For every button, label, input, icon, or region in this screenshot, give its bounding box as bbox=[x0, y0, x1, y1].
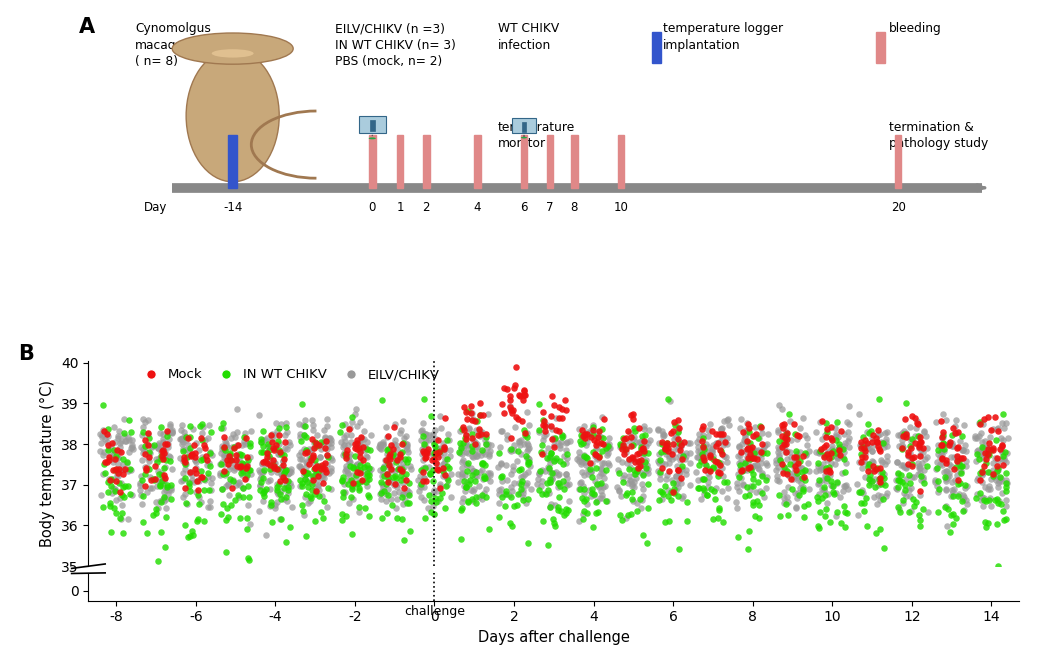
Point bbox=[154, 451, 171, 461]
Point bbox=[467, 439, 484, 449]
Point bbox=[222, 447, 238, 458]
Point bbox=[380, 473, 396, 484]
Point bbox=[549, 482, 566, 492]
Point bbox=[572, 478, 589, 488]
Point bbox=[457, 481, 473, 492]
Point bbox=[748, 487, 764, 498]
Point bbox=[277, 430, 293, 440]
Point bbox=[934, 433, 951, 444]
Point bbox=[471, 424, 488, 435]
Point bbox=[216, 459, 233, 469]
Point bbox=[179, 433, 196, 444]
Point bbox=[550, 478, 567, 488]
Point bbox=[174, 439, 190, 449]
Point bbox=[850, 510, 866, 520]
Point bbox=[358, 475, 374, 485]
Point bbox=[401, 461, 418, 471]
Point bbox=[319, 420, 336, 431]
Point bbox=[308, 466, 324, 477]
Point bbox=[466, 465, 483, 476]
Point bbox=[976, 444, 992, 455]
Point bbox=[240, 465, 257, 475]
Point bbox=[577, 494, 594, 504]
Point bbox=[558, 457, 575, 468]
Point bbox=[493, 457, 510, 468]
Point bbox=[239, 480, 256, 491]
Point bbox=[201, 484, 217, 495]
Point bbox=[432, 442, 448, 453]
Point bbox=[374, 482, 391, 492]
Point bbox=[935, 432, 952, 442]
Point bbox=[776, 439, 792, 449]
Point bbox=[731, 485, 748, 496]
Point bbox=[654, 431, 671, 442]
Point bbox=[889, 469, 906, 479]
Point bbox=[860, 440, 877, 451]
Point bbox=[675, 490, 692, 501]
Point bbox=[716, 451, 732, 462]
Point bbox=[297, 446, 314, 456]
Point bbox=[109, 459, 126, 469]
Point bbox=[180, 481, 197, 492]
Point bbox=[928, 464, 944, 475]
Point bbox=[988, 465, 1005, 475]
Point bbox=[839, 435, 856, 446]
Point bbox=[298, 447, 315, 457]
Point bbox=[675, 450, 692, 461]
Point bbox=[346, 409, 363, 420]
Point bbox=[598, 465, 615, 475]
Point bbox=[268, 440, 285, 450]
Point bbox=[467, 476, 484, 486]
Point bbox=[551, 442, 568, 453]
Point bbox=[699, 431, 716, 442]
Point bbox=[234, 467, 251, 477]
Point bbox=[751, 464, 768, 475]
Point bbox=[96, 426, 112, 436]
Point bbox=[213, 509, 230, 519]
Point bbox=[338, 453, 355, 463]
Point bbox=[387, 478, 404, 489]
Point bbox=[977, 481, 993, 492]
Point bbox=[134, 499, 151, 510]
Point bbox=[551, 426, 568, 436]
Point bbox=[347, 403, 364, 414]
Point bbox=[734, 446, 751, 457]
Point bbox=[889, 475, 906, 485]
Point bbox=[251, 409, 267, 420]
Point bbox=[538, 429, 554, 440]
Point bbox=[695, 430, 711, 440]
Point bbox=[974, 442, 991, 453]
Point bbox=[110, 478, 127, 488]
Point bbox=[417, 447, 434, 457]
Point bbox=[777, 498, 794, 509]
Point bbox=[319, 482, 336, 493]
Point bbox=[270, 430, 287, 440]
Point bbox=[588, 440, 604, 450]
Point bbox=[983, 501, 999, 512]
Point bbox=[419, 503, 436, 513]
Point bbox=[612, 510, 628, 521]
Point bbox=[430, 496, 446, 506]
Point bbox=[498, 475, 515, 486]
Point bbox=[892, 506, 909, 517]
Point bbox=[710, 457, 727, 467]
Point bbox=[832, 442, 849, 453]
Point bbox=[477, 439, 494, 449]
Point bbox=[758, 483, 775, 494]
Point bbox=[180, 446, 197, 456]
Point bbox=[825, 446, 841, 456]
Point bbox=[591, 452, 607, 463]
Point bbox=[107, 476, 124, 486]
Point bbox=[930, 449, 946, 459]
Point bbox=[102, 501, 119, 512]
Point bbox=[560, 437, 576, 447]
Point bbox=[425, 508, 442, 519]
Point bbox=[873, 495, 889, 506]
Point bbox=[788, 493, 805, 504]
Text: EILV/CHIKV (n =3)
IN WT CHIKV (n= 3)
PBS (mock, n= 2): EILV/CHIKV (n =3) IN WT CHIKV (n= 3) PBS… bbox=[335, 22, 456, 68]
Point bbox=[951, 455, 967, 466]
Point bbox=[272, 469, 289, 480]
Point bbox=[464, 451, 480, 462]
Point bbox=[460, 457, 476, 468]
Point bbox=[941, 459, 958, 469]
